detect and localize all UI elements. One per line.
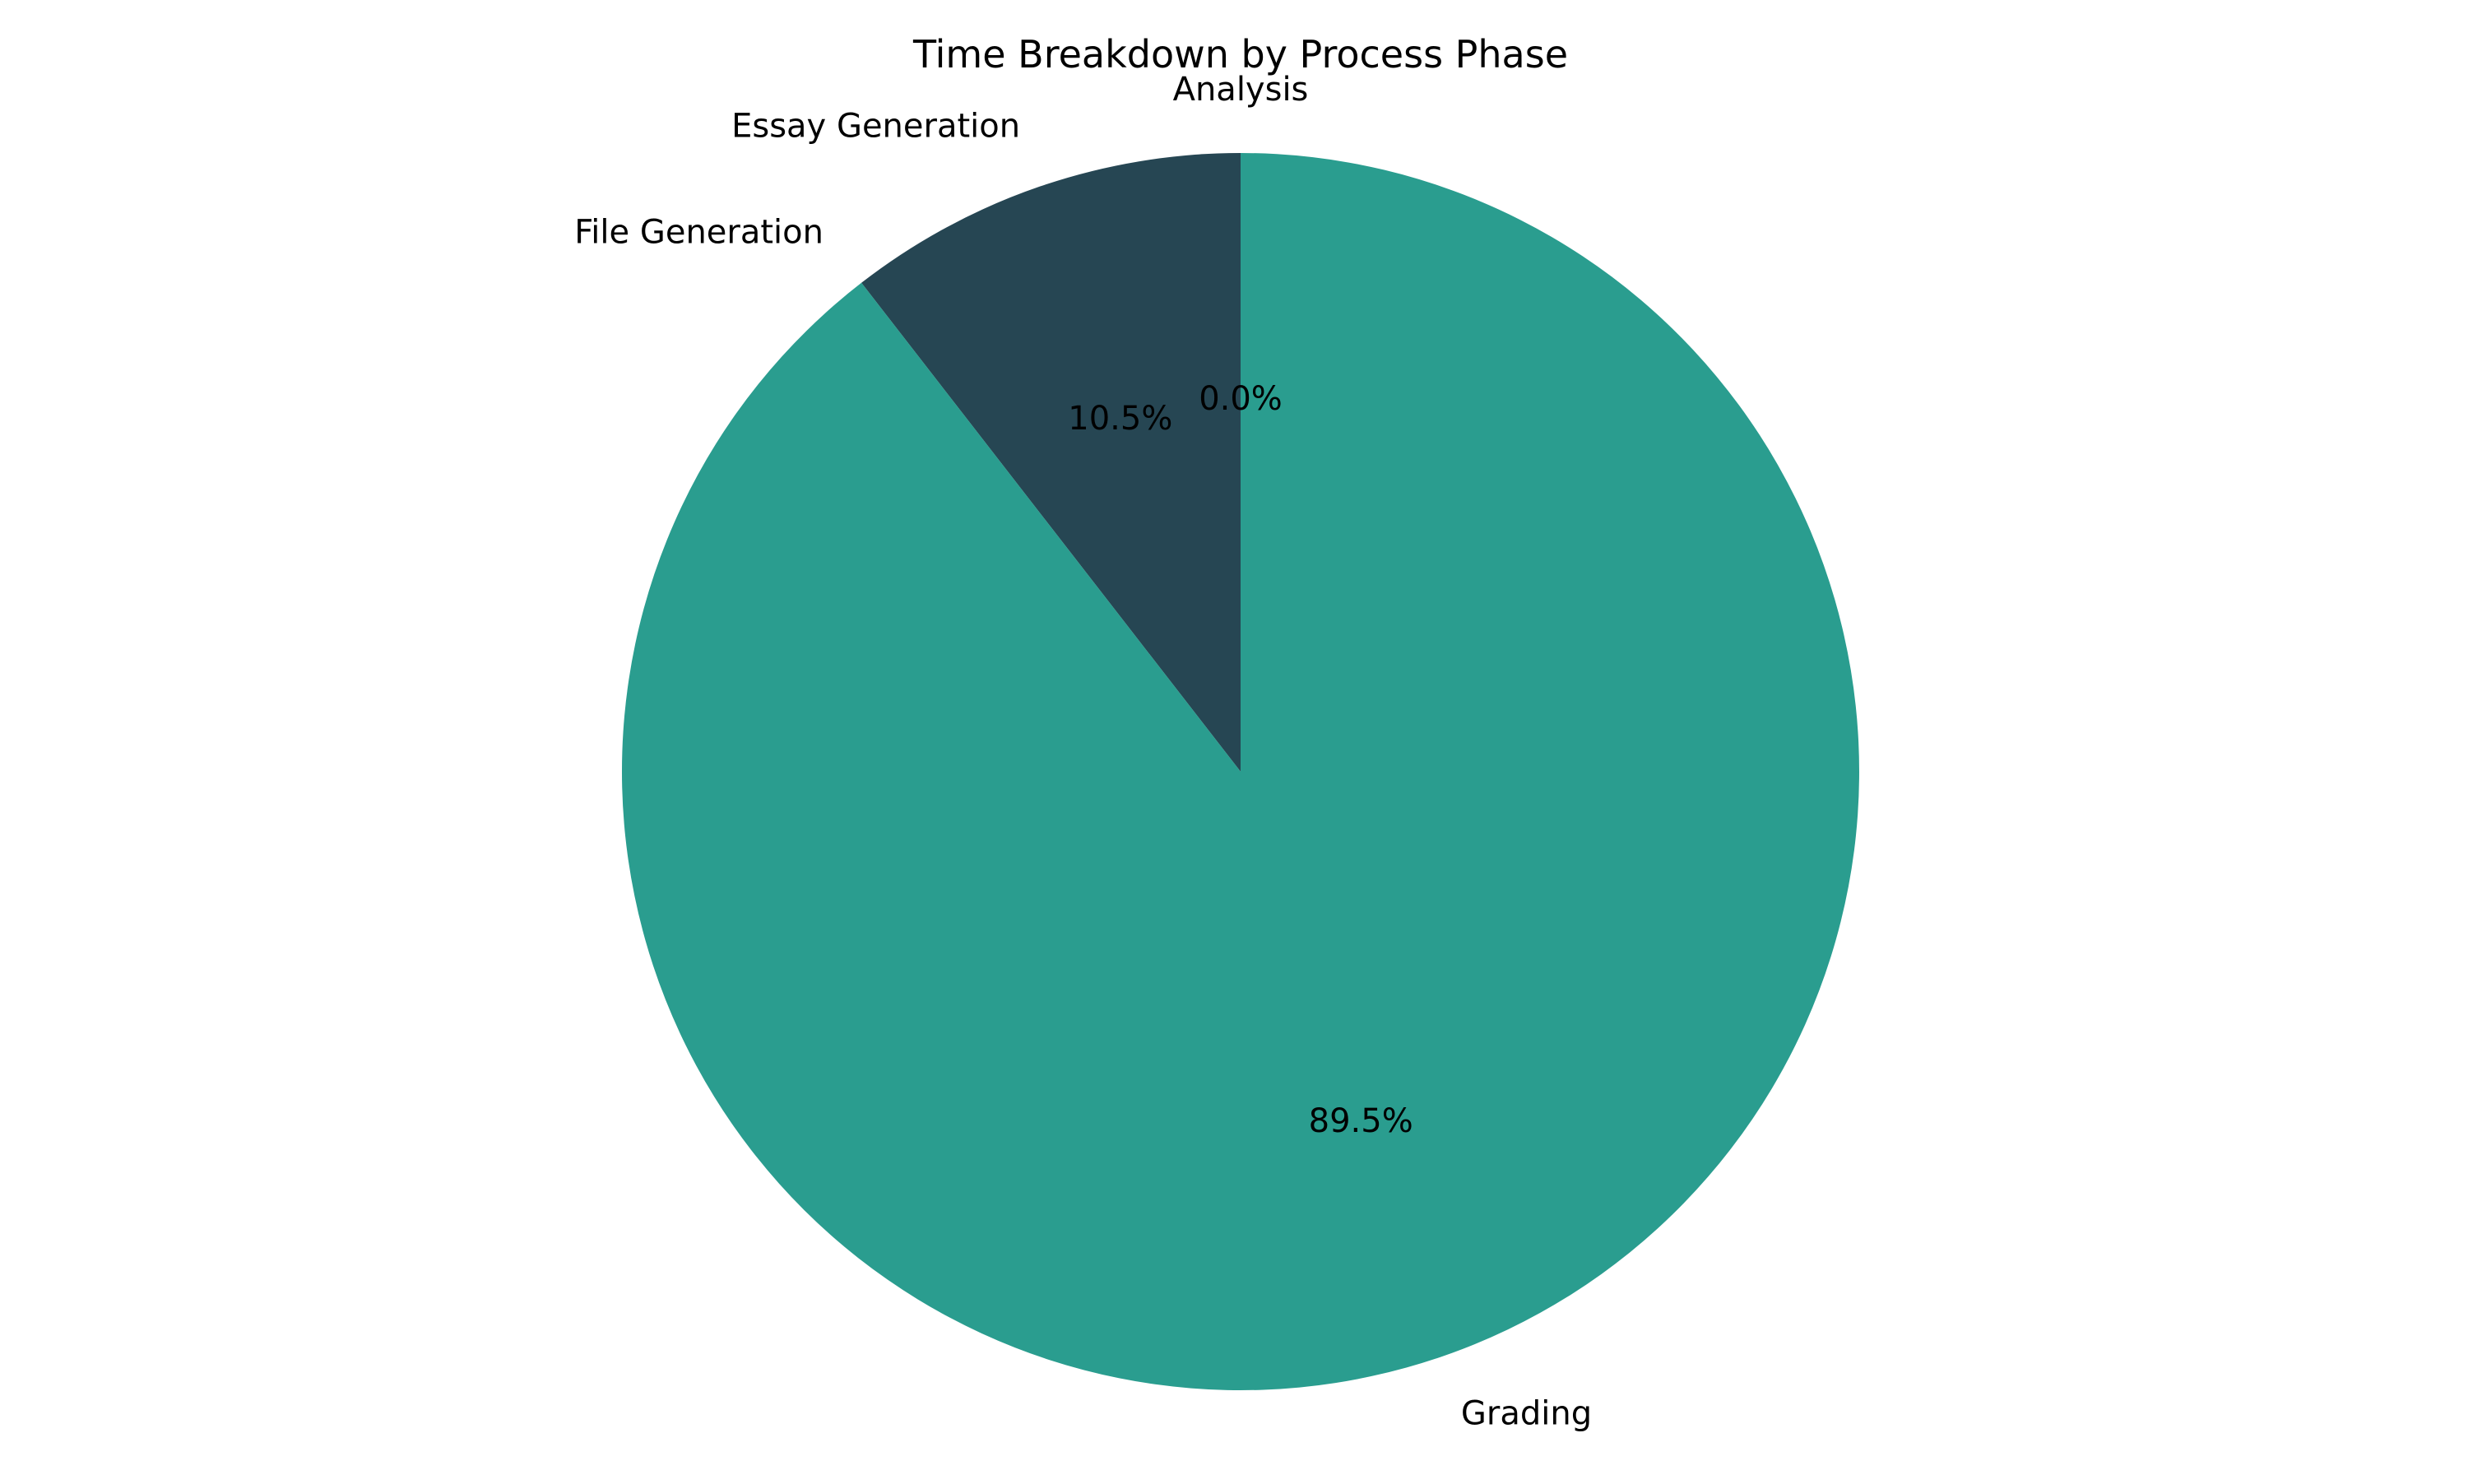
slice-label-grading: Grading bbox=[1461, 1395, 1592, 1433]
pct-label-essay-generation: 10.5% bbox=[1068, 400, 1172, 438]
pct-label-grading: 89.5% bbox=[1309, 1102, 1413, 1140]
pie-labels: Analysis 0.0% Essay Generation 10.5% File Ge… bbox=[574, 71, 1592, 1433]
slice-label-file-generation: File Generation bbox=[574, 213, 823, 251]
pie-slices bbox=[621, 153, 1859, 1390]
slice-label-essay-generation: Essay Generation bbox=[731, 107, 1020, 145]
slice-label-analysis: Analysis bbox=[1173, 71, 1309, 109]
pct-label-analysis: 0.0% bbox=[1199, 380, 1283, 418]
pie-slice-essay-generation bbox=[861, 153, 1241, 772]
pie-slice-grading bbox=[621, 153, 1859, 1390]
chart-title: Time Breakdown by Process Phase bbox=[912, 32, 1568, 77]
